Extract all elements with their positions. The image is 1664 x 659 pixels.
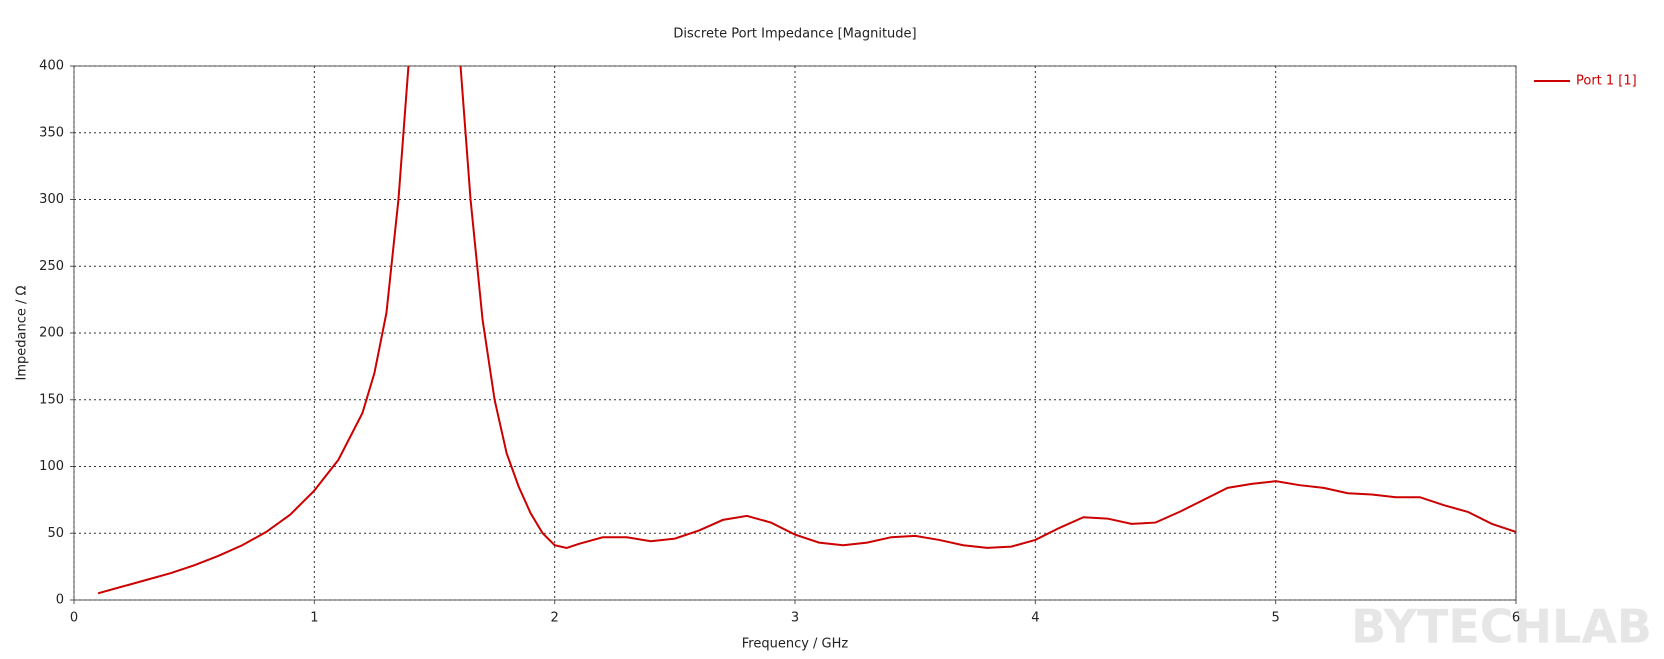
x-tick-label: 4 <box>1031 611 1039 626</box>
y-tick-label: 250 <box>39 259 64 274</box>
y-tick-label: 200 <box>39 326 64 341</box>
y-tick-label: 300 <box>39 192 64 207</box>
x-tick-label: 6 <box>1512 611 1520 626</box>
y-axis-label: Impedance / Ω <box>15 285 30 380</box>
x-tick-label: 3 <box>791 611 799 626</box>
legend-label: Port 1 [1] <box>1576 74 1637 89</box>
y-tick-label: 350 <box>39 125 64 140</box>
watermark: BYTECHLAB <box>1351 600 1652 654</box>
x-tick-label: 0 <box>70 611 78 626</box>
data-line <box>97 66 1516 595</box>
y-tick-label: 100 <box>39 459 64 474</box>
x-tick-label: 1 <box>310 611 318 626</box>
x-axis-label: Frequency / GHz <box>742 637 849 652</box>
y-tick-label: 0 <box>56 593 64 608</box>
x-tick-label: 5 <box>1272 611 1280 626</box>
x-tick-label: 2 <box>551 611 559 626</box>
plot-area <box>97 66 1516 595</box>
y-tick-label: 50 <box>47 526 64 541</box>
y-tick-label: 150 <box>39 392 64 407</box>
chart-title: Discrete Port Impedance [Magnitude] <box>673 27 916 42</box>
y-tick-label: 400 <box>39 59 64 74</box>
